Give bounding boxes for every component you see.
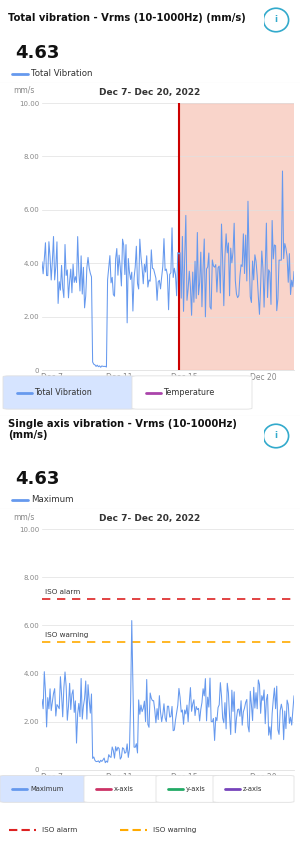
Text: Total Vibration: Total Vibration — [31, 69, 92, 78]
Text: mm/s: mm/s — [13, 86, 34, 95]
Text: z-axis: z-axis — [243, 786, 262, 792]
Text: mm/s: mm/s — [13, 512, 34, 522]
Bar — [179, 103, 299, 370]
FancyBboxPatch shape — [132, 376, 252, 409]
Text: Dec 7- Dec 20, 2022: Dec 7- Dec 20, 2022 — [99, 514, 201, 524]
FancyBboxPatch shape — [213, 776, 294, 802]
Text: Maximum: Maximum — [31, 495, 74, 504]
FancyBboxPatch shape — [156, 776, 219, 802]
Text: Total Vibration: Total Vibration — [34, 388, 92, 397]
Text: Maximum: Maximum — [30, 786, 63, 792]
Text: ISO alarm: ISO alarm — [42, 827, 77, 833]
Text: y-axis: y-axis — [186, 786, 206, 792]
FancyBboxPatch shape — [3, 376, 135, 409]
Text: ISO warning: ISO warning — [44, 632, 88, 638]
Text: Temperature: Temperature — [164, 388, 215, 397]
Text: 4.63: 4.63 — [15, 470, 59, 488]
Text: Total vibration - Vrms (10-1000Hz) (mm/s): Total vibration - Vrms (10-1000Hz) (mm/s… — [8, 13, 246, 23]
Text: Dec 7- Dec 20, 2022: Dec 7- Dec 20, 2022 — [99, 88, 201, 98]
Text: Single axis vibration - Vrms (10-1000Hz)
(mm/s): Single axis vibration - Vrms (10-1000Hz)… — [8, 419, 237, 440]
Text: i: i — [274, 432, 278, 440]
Text: x-axis: x-axis — [114, 786, 134, 792]
Text: ISO alarm: ISO alarm — [44, 589, 80, 595]
Text: 4.63: 4.63 — [15, 45, 59, 63]
Text: ISO warning: ISO warning — [153, 827, 196, 833]
Text: i: i — [274, 15, 278, 25]
FancyBboxPatch shape — [84, 776, 159, 802]
FancyBboxPatch shape — [0, 776, 87, 802]
